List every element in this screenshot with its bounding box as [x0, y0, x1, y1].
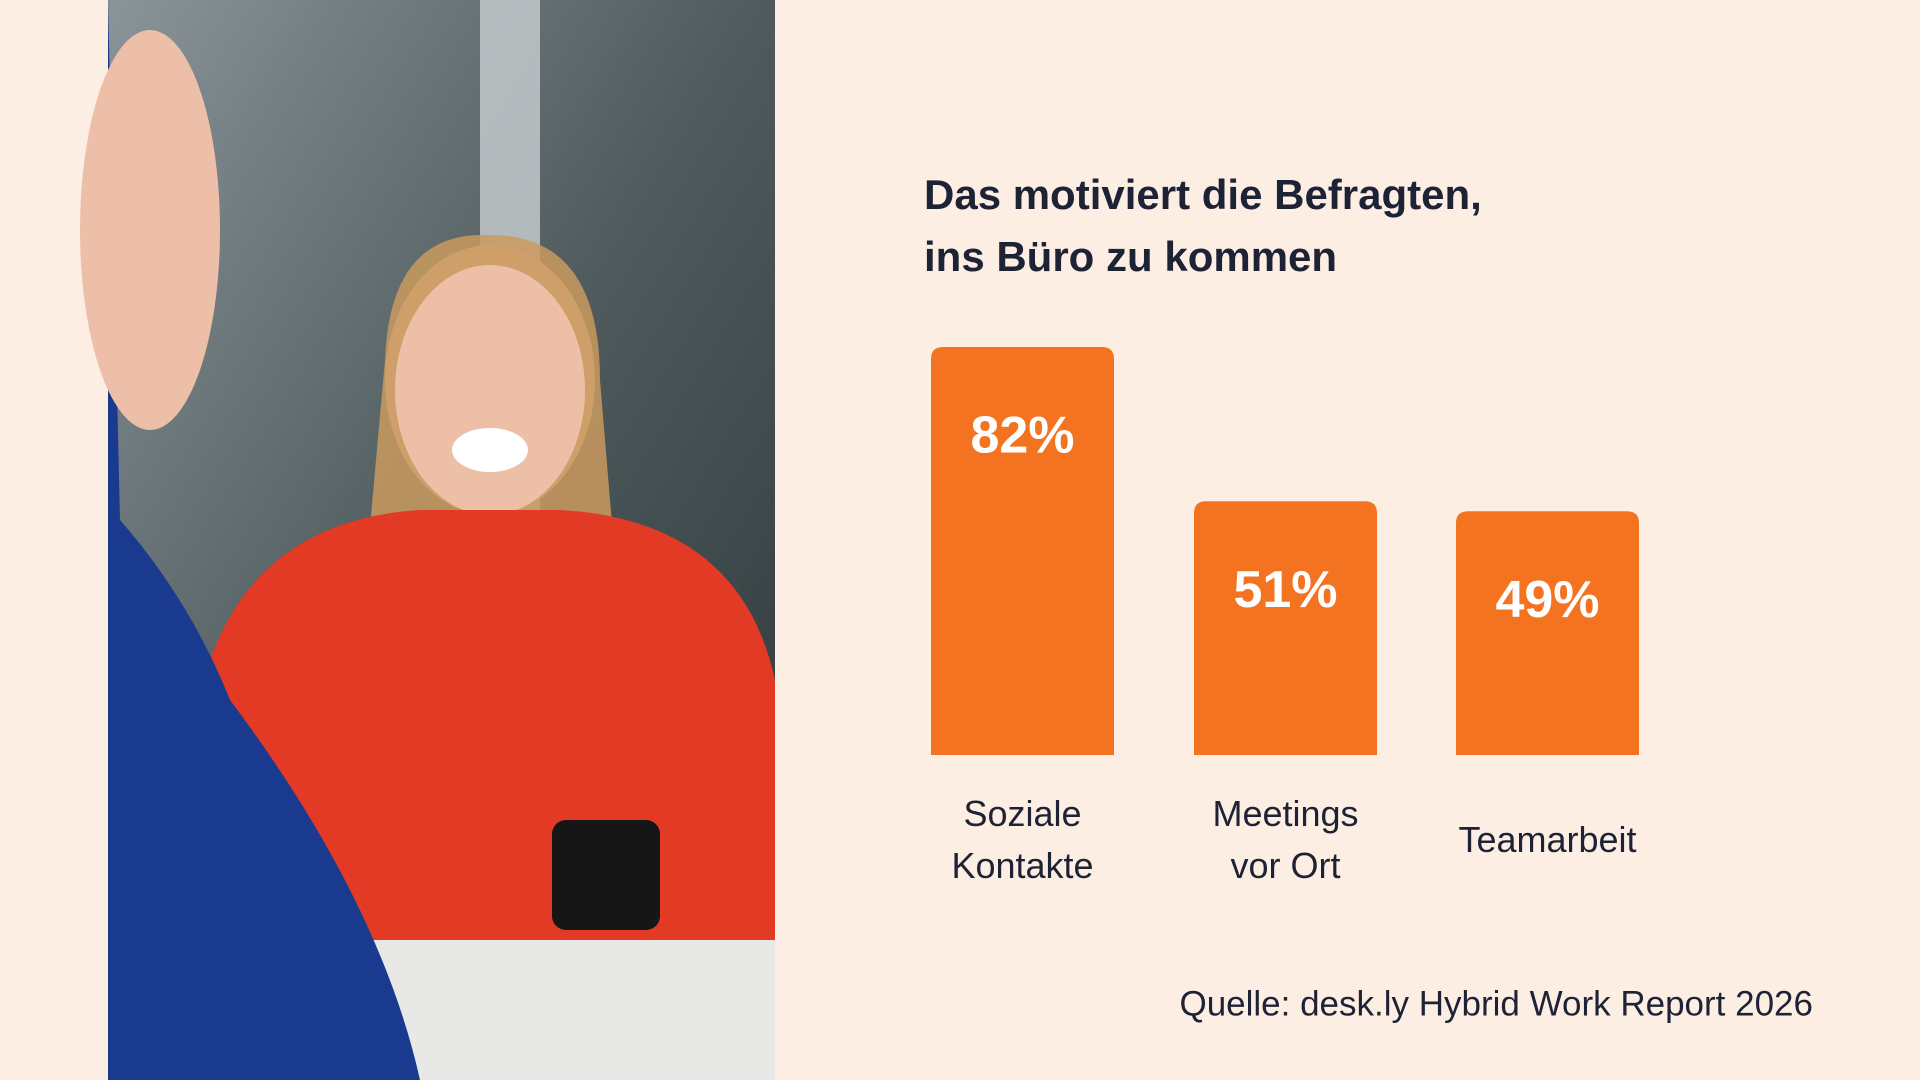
bar [1194, 501, 1377, 755]
bar [1456, 511, 1639, 755]
chart-subtitle: ins Büro zu kommen [924, 233, 1337, 280]
bar [931, 347, 1114, 755]
value-label: 51% [1233, 561, 1337, 619]
value-label: 49% [1495, 571, 1599, 629]
x-tick-label: Teamarbeit [1458, 819, 1637, 860]
x-tick-label: Meetings vor Ort [1212, 793, 1359, 886]
source-note: Quelle: desk.ly Hybrid Work Report 2026 [1179, 984, 1813, 1023]
value-label: 82% [970, 407, 1074, 465]
chart-title: Das motiviert die Befragten, [924, 171, 1482, 218]
x-tick-label: Soziale Kontakte [951, 793, 1094, 886]
photo [80, 0, 775, 1080]
